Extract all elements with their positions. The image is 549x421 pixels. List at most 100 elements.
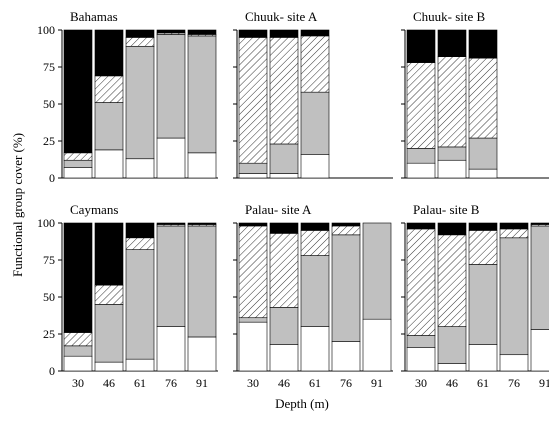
x-tick-label: 76 <box>165 376 177 390</box>
bar-segment-hatched <box>125 237 155 250</box>
bar-segment-gray <box>362 222 392 320</box>
y-tick-label: 0 <box>49 364 55 378</box>
bar-segment-white <box>125 358 155 372</box>
x-tick-label: 61 <box>134 376 146 390</box>
bar-segment-white <box>300 326 330 372</box>
bar-segment-white <box>125 158 155 179</box>
bar-segment-gray <box>499 237 529 356</box>
bar-segment-gray <box>125 45 155 160</box>
panel-title: Chuuk- site A <box>245 9 318 24</box>
x-tick-label: 46 <box>103 376 115 390</box>
bar-segment-gray <box>63 345 93 357</box>
bar-segment-white <box>94 149 124 179</box>
bar-segment-white <box>406 347 436 372</box>
y-tick-label: 25 <box>43 327 55 341</box>
bar-segment-black <box>437 29 467 57</box>
bar-segment-hatched <box>238 225 268 319</box>
bar-segment-hatched <box>269 37 299 145</box>
bar-segment-white <box>187 152 217 179</box>
y-tick-label: 50 <box>43 97 55 111</box>
bar-segment-hatched <box>499 228 529 239</box>
x-tick-label: 61 <box>477 376 489 390</box>
bar-segment-gray <box>94 102 124 151</box>
y-tick-label: 75 <box>43 253 55 267</box>
bar-segment-hatched <box>468 57 498 139</box>
y-tick-label: 50 <box>43 290 55 304</box>
chart-panels: Bahamas 0 25 50 75 100 Chuuk- site A Chuuk- sit… <box>37 9 549 390</box>
bar-segment-white <box>269 173 299 179</box>
x-tick-label: 30 <box>72 376 84 390</box>
y-tick-label: 25 <box>43 134 55 148</box>
y-tick-label: 100 <box>37 23 55 37</box>
bar-segment-gray <box>437 326 467 364</box>
bar-segment-white <box>406 162 436 179</box>
bar-segment-hatched <box>468 230 498 265</box>
bar-segment-white <box>437 159 467 179</box>
bar-segment-gray <box>331 234 361 342</box>
bar-segment-hatched <box>269 233 299 308</box>
bar-segment-black <box>187 29 217 35</box>
bar-segment-white <box>468 168 498 179</box>
bar-segment-black <box>238 222 268 227</box>
bar-segment-white <box>94 361 124 372</box>
y-axis-title: Functional group cover (%) <box>10 133 25 277</box>
bar-segment-hatched <box>63 332 93 347</box>
bar-segment-hatched <box>300 230 330 256</box>
panel: Caymans 0 25 50 75 100 30 46 61 76 91 <box>37 202 218 390</box>
bar-segment-gray <box>530 225 549 330</box>
bar-segment-gray <box>238 162 268 174</box>
bar-segment-white <box>437 363 467 372</box>
panel-title: Palau- site B <box>413 202 480 217</box>
bar-segment-white <box>468 344 498 372</box>
bar-segment-white <box>499 354 529 372</box>
bar-segment-hatched <box>238 37 268 164</box>
bar-segment-gray <box>94 304 124 363</box>
x-tick-label: 91 <box>371 376 383 390</box>
panel: Bahamas 0 25 50 75 100 <box>37 9 218 185</box>
bar-segment-black <box>238 29 268 38</box>
bar-segment-black <box>63 222 93 333</box>
bar-segment-hatched <box>125 37 155 47</box>
bar-segment-gray <box>187 225 217 338</box>
bar-segment-black <box>63 29 93 154</box>
panel: Palau- site B 30 46 61 76 91 <box>401 202 549 390</box>
bar-segment-white <box>63 355 93 372</box>
bar-segment-black <box>187 222 217 225</box>
bar-segment-white <box>238 173 268 179</box>
bar-segment-white <box>331 341 361 372</box>
panel: Chuuk- site B <box>401 9 549 179</box>
x-axis-title: Depth (m) <box>275 396 329 411</box>
bar-segment-hatched <box>94 75 124 103</box>
bar-segment-white <box>63 167 93 179</box>
bar-segment-black <box>269 29 299 38</box>
bar-segment-black <box>156 222 186 225</box>
bar-segment-black <box>94 29 124 77</box>
bar-segment-white <box>530 329 549 372</box>
bar-segment-gray <box>156 34 186 139</box>
bar-segment-gray <box>269 143 299 174</box>
panel: Chuuk- site A <box>233 9 393 179</box>
bar-segment-hatched <box>437 56 467 148</box>
bar-segment-hatched <box>437 234 467 327</box>
x-tick-label: 30 <box>247 376 259 390</box>
bar-segment-gray <box>468 137 498 170</box>
bar-segment-white <box>187 336 217 372</box>
bar-segment-gray <box>238 317 268 323</box>
panel-title: Chuuk- site B <box>413 9 486 24</box>
bar-segment-gray <box>269 307 299 345</box>
bar-segment-white <box>362 318 392 372</box>
panel: Palau- site A 30 46 61 76 91 <box>233 202 393 390</box>
bar-segment-black <box>331 222 361 227</box>
bar-segment-white <box>269 344 299 372</box>
bar-segment-hatched <box>406 62 436 149</box>
bar-segment-hatched <box>94 284 124 305</box>
bar-segment-hatched <box>300 35 330 93</box>
x-tick-label: 76 <box>508 376 520 390</box>
bar-segment-black <box>269 222 299 234</box>
bar-segment-black <box>125 222 155 239</box>
x-tick-label: 30 <box>415 376 427 390</box>
bar-segment-gray <box>406 335 436 348</box>
bar-segment-white <box>238 321 268 372</box>
bar-segment-gray <box>156 225 186 327</box>
